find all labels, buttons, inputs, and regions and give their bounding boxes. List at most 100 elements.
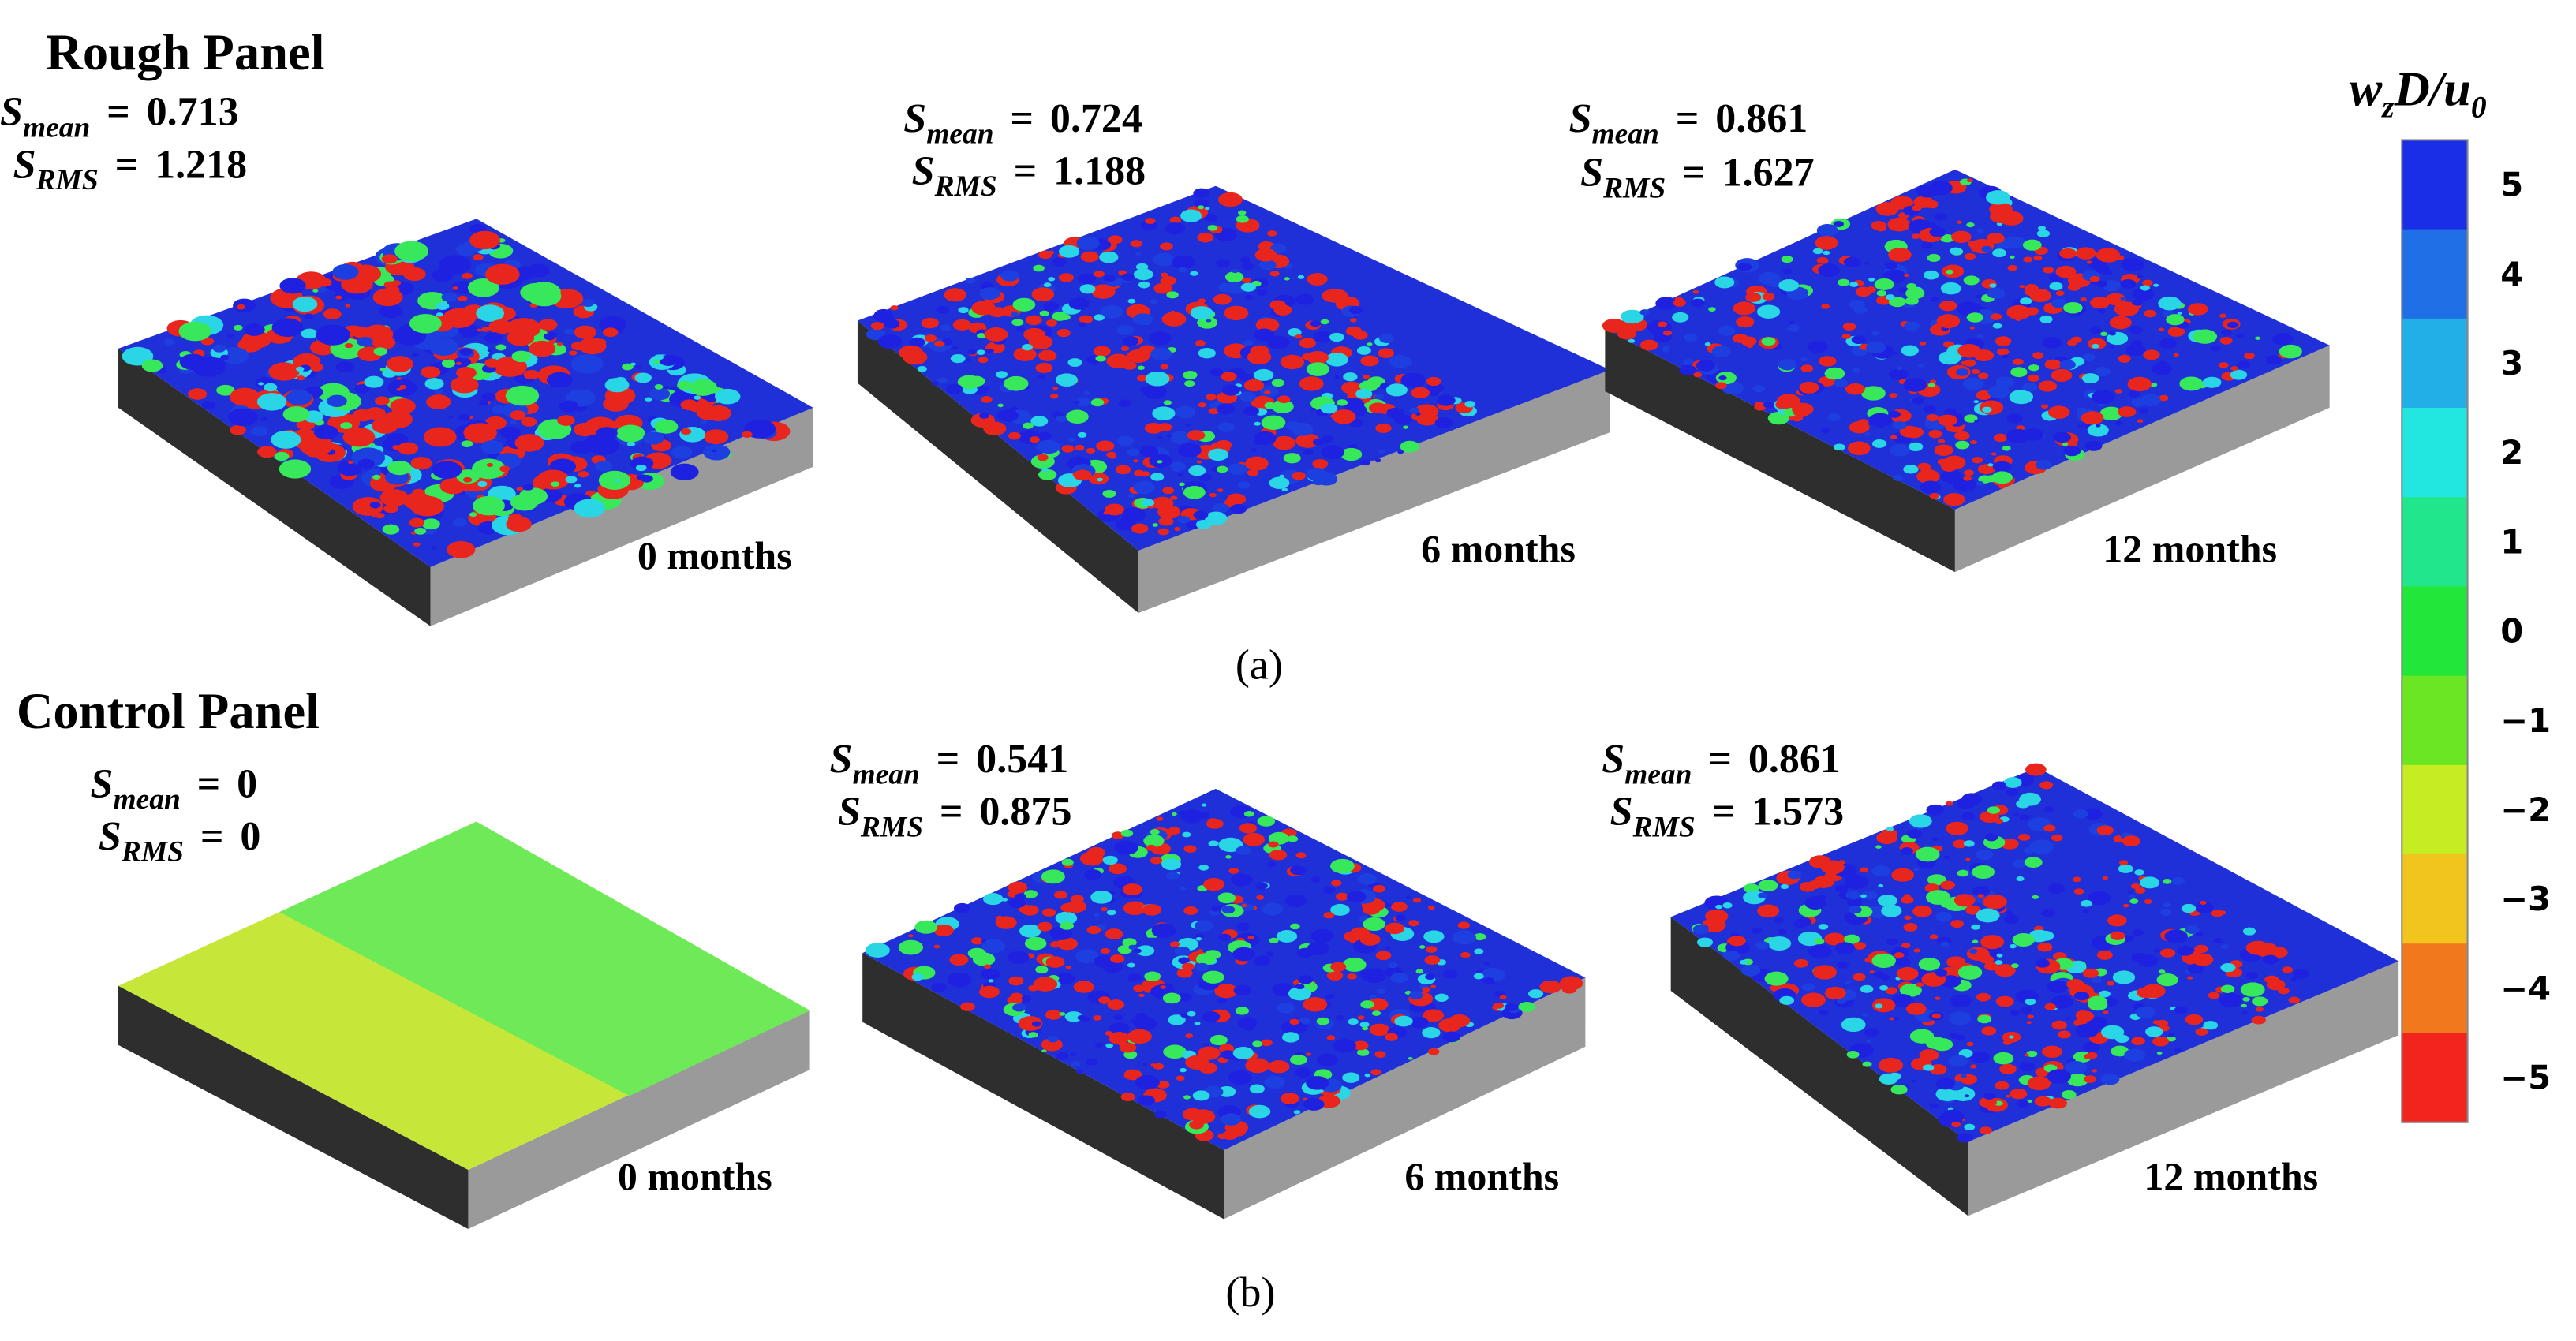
surface-blob: [1283, 453, 1301, 464]
surface-blob: [1094, 955, 1114, 968]
surface-blob: [1875, 1003, 1883, 1009]
surface-blob: [2202, 376, 2222, 388]
colorbar-band: [2402, 764, 2468, 856]
surface-blob: [2092, 343, 2099, 349]
surface-blob: [2049, 282, 2063, 291]
title-part: u: [2443, 62, 2471, 117]
surface-blob: [2032, 895, 2039, 899]
surface-blob: [481, 327, 490, 332]
surface-blob: [1195, 936, 1202, 941]
surface-blob: [2006, 1094, 2011, 1098]
surface-blob: [1228, 868, 1239, 874]
surface-blob: [2134, 887, 2146, 894]
surface-blob: [2006, 428, 2030, 443]
surface-blob: [2008, 1035, 2014, 1039]
surface-blob: [507, 514, 523, 524]
title-part: D/: [2394, 62, 2448, 117]
surface-blob: [2073, 992, 2090, 1001]
surface-blob: [1152, 523, 1159, 527]
surface-blob: [2227, 321, 2239, 329]
surface-blob: [1271, 379, 1284, 387]
surface-blob: [357, 337, 373, 347]
surface-blob: [1193, 510, 1209, 520]
surface-blob: [1864, 432, 1871, 436]
surface-blob: [2118, 406, 2137, 417]
surface-blob: [2024, 1053, 2029, 1057]
surface-blob: [1303, 449, 1314, 455]
surface-blob: [1889, 1017, 1895, 1021]
surface-blob: [1059, 245, 1080, 258]
surface-blob: [1948, 1055, 1968, 1067]
surface-blob: [1198, 865, 1209, 871]
surface-blob: [2066, 1017, 2071, 1021]
surface-blob: [1150, 347, 1172, 361]
surface-blob: [1995, 995, 2014, 1007]
surface-blob: [1815, 236, 1838, 250]
surface-blob: [1289, 1018, 1299, 1025]
surface-blob: [1269, 300, 1286, 310]
surface-blob: [1927, 253, 1941, 262]
colorbar-band: [2402, 854, 2468, 945]
surface-blob: [1214, 984, 1239, 999]
surface-blob: [1060, 921, 1074, 930]
surface-blob: [335, 295, 342, 300]
surface-blob: [1823, 250, 1830, 256]
surface-blob: [1873, 971, 1886, 979]
surface-blob: [1310, 876, 1321, 883]
surface-blob: [1956, 301, 1981, 316]
surface-blob: [1183, 485, 1206, 499]
stat-value: 0.861: [1715, 96, 1808, 141]
surface-blob: [1243, 880, 1252, 885]
surface-blob: [1146, 933, 1153, 938]
surface-blob: [1714, 276, 1735, 289]
surface-blob: [931, 982, 947, 992]
surface-blob: [1799, 381, 1819, 394]
surface-blob: [516, 487, 524, 491]
surface-blob: [2193, 329, 2218, 344]
surface-blob: [1871, 953, 1896, 969]
surface-blob: [1116, 465, 1131, 475]
surface-blob: [484, 358, 500, 368]
surface-blob: [2156, 1051, 2163, 1055]
surface-blob: [2025, 307, 2039, 316]
surface-blob: [712, 449, 717, 453]
surface-blob: [2219, 362, 2229, 368]
surface-blob: [1970, 1051, 1990, 1063]
surface-blob: [2081, 411, 2104, 425]
surface-blob: [241, 331, 271, 349]
surface-blob: [297, 375, 305, 381]
surface-blob: [1780, 883, 1789, 890]
caption: (a): [1236, 641, 1283, 688]
surface-blob: [1966, 1041, 1974, 1047]
surface-blob: [1833, 443, 1845, 451]
surface-blob: [2195, 1028, 2208, 1036]
surface-blob: [1992, 248, 2007, 258]
surface-blob: [1430, 984, 1436, 988]
surface-blob: [933, 944, 940, 949]
surface-blob: [1083, 390, 1090, 395]
surface-blob: [1336, 399, 1348, 406]
surface-blob: [1280, 1093, 1299, 1104]
surface-blob: [1259, 260, 1277, 271]
surface-blob: [1912, 204, 1922, 211]
surface-blob: [1987, 806, 2000, 814]
surface-blob: [1194, 199, 1209, 208]
surface-blob: [2021, 1061, 2028, 1066]
surface-blob: [1160, 275, 1176, 286]
surface-blob: [1911, 396, 1924, 405]
surface-blob: [1127, 349, 1150, 363]
surface-blob: [1972, 939, 1979, 944]
surface-blob: [1367, 342, 1373, 346]
surface-blob: [1106, 910, 1116, 916]
stat-subscript: RMS: [860, 811, 923, 843]
surface-blob: [985, 348, 994, 354]
surface-blob: [1934, 444, 1953, 457]
surface-blob: [1866, 342, 1886, 354]
surface-blob: [1201, 803, 1207, 807]
surface-blob: [1099, 251, 1119, 263]
stat-line: SRMS = 1.573: [1610, 790, 1845, 844]
surface-blob: [1779, 995, 1795, 1005]
surface-blob: [383, 410, 413, 428]
stat-symbol: S: [91, 761, 114, 806]
surface-blob: [1913, 867, 1919, 872]
